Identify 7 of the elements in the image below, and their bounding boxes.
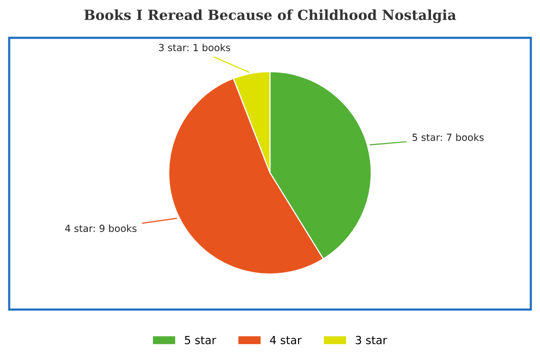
data-label: 5 star: 7 books xyxy=(412,133,484,141)
legend-label: 4 star xyxy=(270,336,302,344)
legend-label: 3 star xyxy=(356,336,388,344)
data-label: 3 star: 1 books xyxy=(159,44,230,52)
chart-title: Books I Reread Because of Childhood Nostalgia xyxy=(84,9,456,24)
data-label: 4 star: 9 books xyxy=(65,224,137,232)
legend-label: 5 star xyxy=(184,336,216,344)
